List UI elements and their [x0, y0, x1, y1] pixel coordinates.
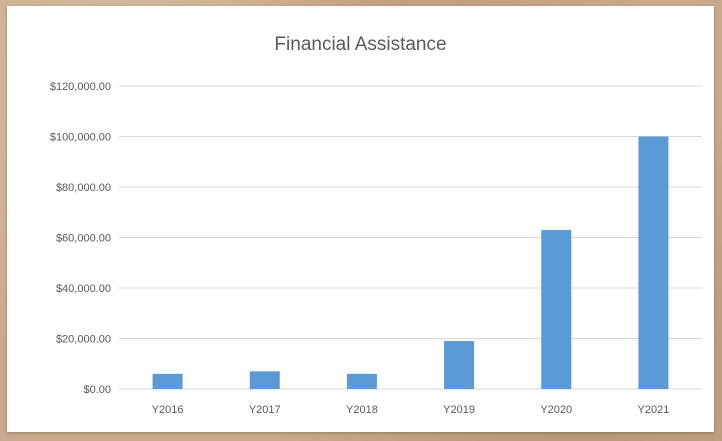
x-tick-label: Y2017 [249, 404, 281, 416]
gridlines [119, 85, 702, 390]
x-tick-label: Y2020 [540, 404, 572, 416]
chart-card: Financial Assistance $0.00 $20,000.00 $40,… [7, 6, 714, 432]
x-tick-label: Y2016 [152, 404, 184, 416]
bars [152, 136, 669, 389]
bar-y2019 [444, 341, 475, 389]
y-tick-label: $20,000.00 [56, 334, 111, 346]
bar-y2017 [249, 371, 280, 389]
chart-plot: $0.00 $20,000.00 $40,000.00 $60,000.00 $80,0… [50, 81, 702, 416]
y-tick-label: $0.00 [83, 384, 111, 396]
bar-y2021 [638, 136, 669, 389]
y-tick-label: $80,000.00 [56, 182, 111, 194]
y-axis-tick-labels: $0.00 $20,000.00 $40,000.00 $60,000.00 $80,0… [50, 81, 111, 396]
y-tick-label: $120,000.00 [50, 81, 111, 93]
y-tick-label: $40,000.00 [56, 283, 111, 295]
x-tick-label: Y2018 [346, 404, 378, 416]
x-tick-label: Y2019 [443, 404, 475, 416]
bar-y2018 [346, 373, 377, 389]
bar-y2016 [152, 373, 183, 389]
x-axis-tick-labels: Y2016 Y2017 Y2018 Y2019 Y2020 Y2021 [152, 404, 670, 416]
bar-y2020 [541, 229, 572, 389]
chart-title: Financial Assistance [274, 34, 447, 55]
y-tick-label: $60,000.00 [56, 233, 111, 245]
y-tick-label: $100,000.00 [50, 132, 111, 144]
x-tick-label: Y2021 [638, 404, 670, 416]
